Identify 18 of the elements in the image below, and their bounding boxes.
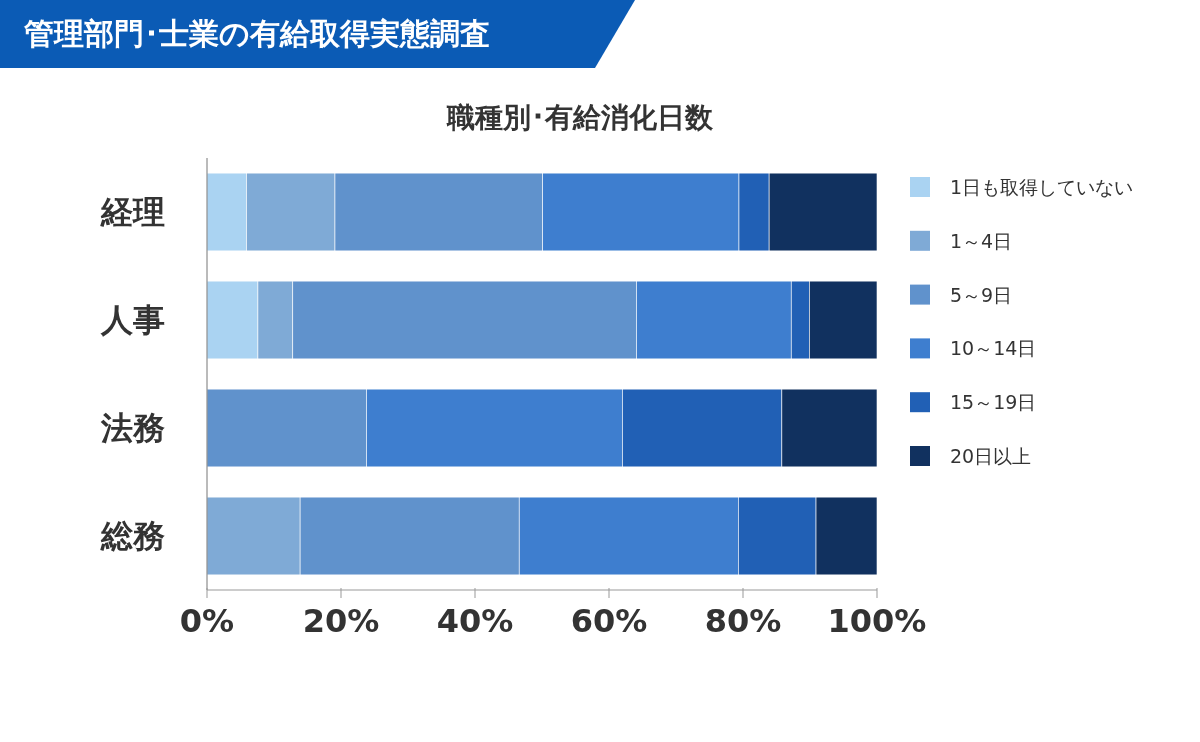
legend-label: 10～14日	[950, 337, 1037, 360]
y-tick-label: 人事	[100, 301, 165, 339]
legend-label: 15～19日	[950, 391, 1037, 414]
x-tick-label: 100%	[827, 602, 927, 640]
chart-title: 管理部門･士業の有給取得実態調査	[23, 16, 490, 51]
chart-subtitle: 職種別･有給消化日数	[446, 101, 714, 134]
y-tick-label: 総務	[100, 517, 165, 555]
legend-label: 1～4日	[950, 229, 1013, 252]
x-tick-label: 0%	[179, 602, 235, 640]
legend-label: 1日も取得していない	[950, 176, 1134, 198]
legend-label: 5～9日	[950, 283, 1013, 306]
x-tick-label: 40%	[436, 602, 514, 640]
legend-label: 20日以上	[950, 445, 1032, 467]
y-tick-label: 法務	[100, 409, 165, 447]
x-tick-label: 80%	[704, 602, 782, 640]
x-tick-label: 20%	[302, 602, 380, 640]
y-tick-label: 経理	[100, 193, 165, 231]
x-tick-label: 60%	[570, 602, 648, 640]
